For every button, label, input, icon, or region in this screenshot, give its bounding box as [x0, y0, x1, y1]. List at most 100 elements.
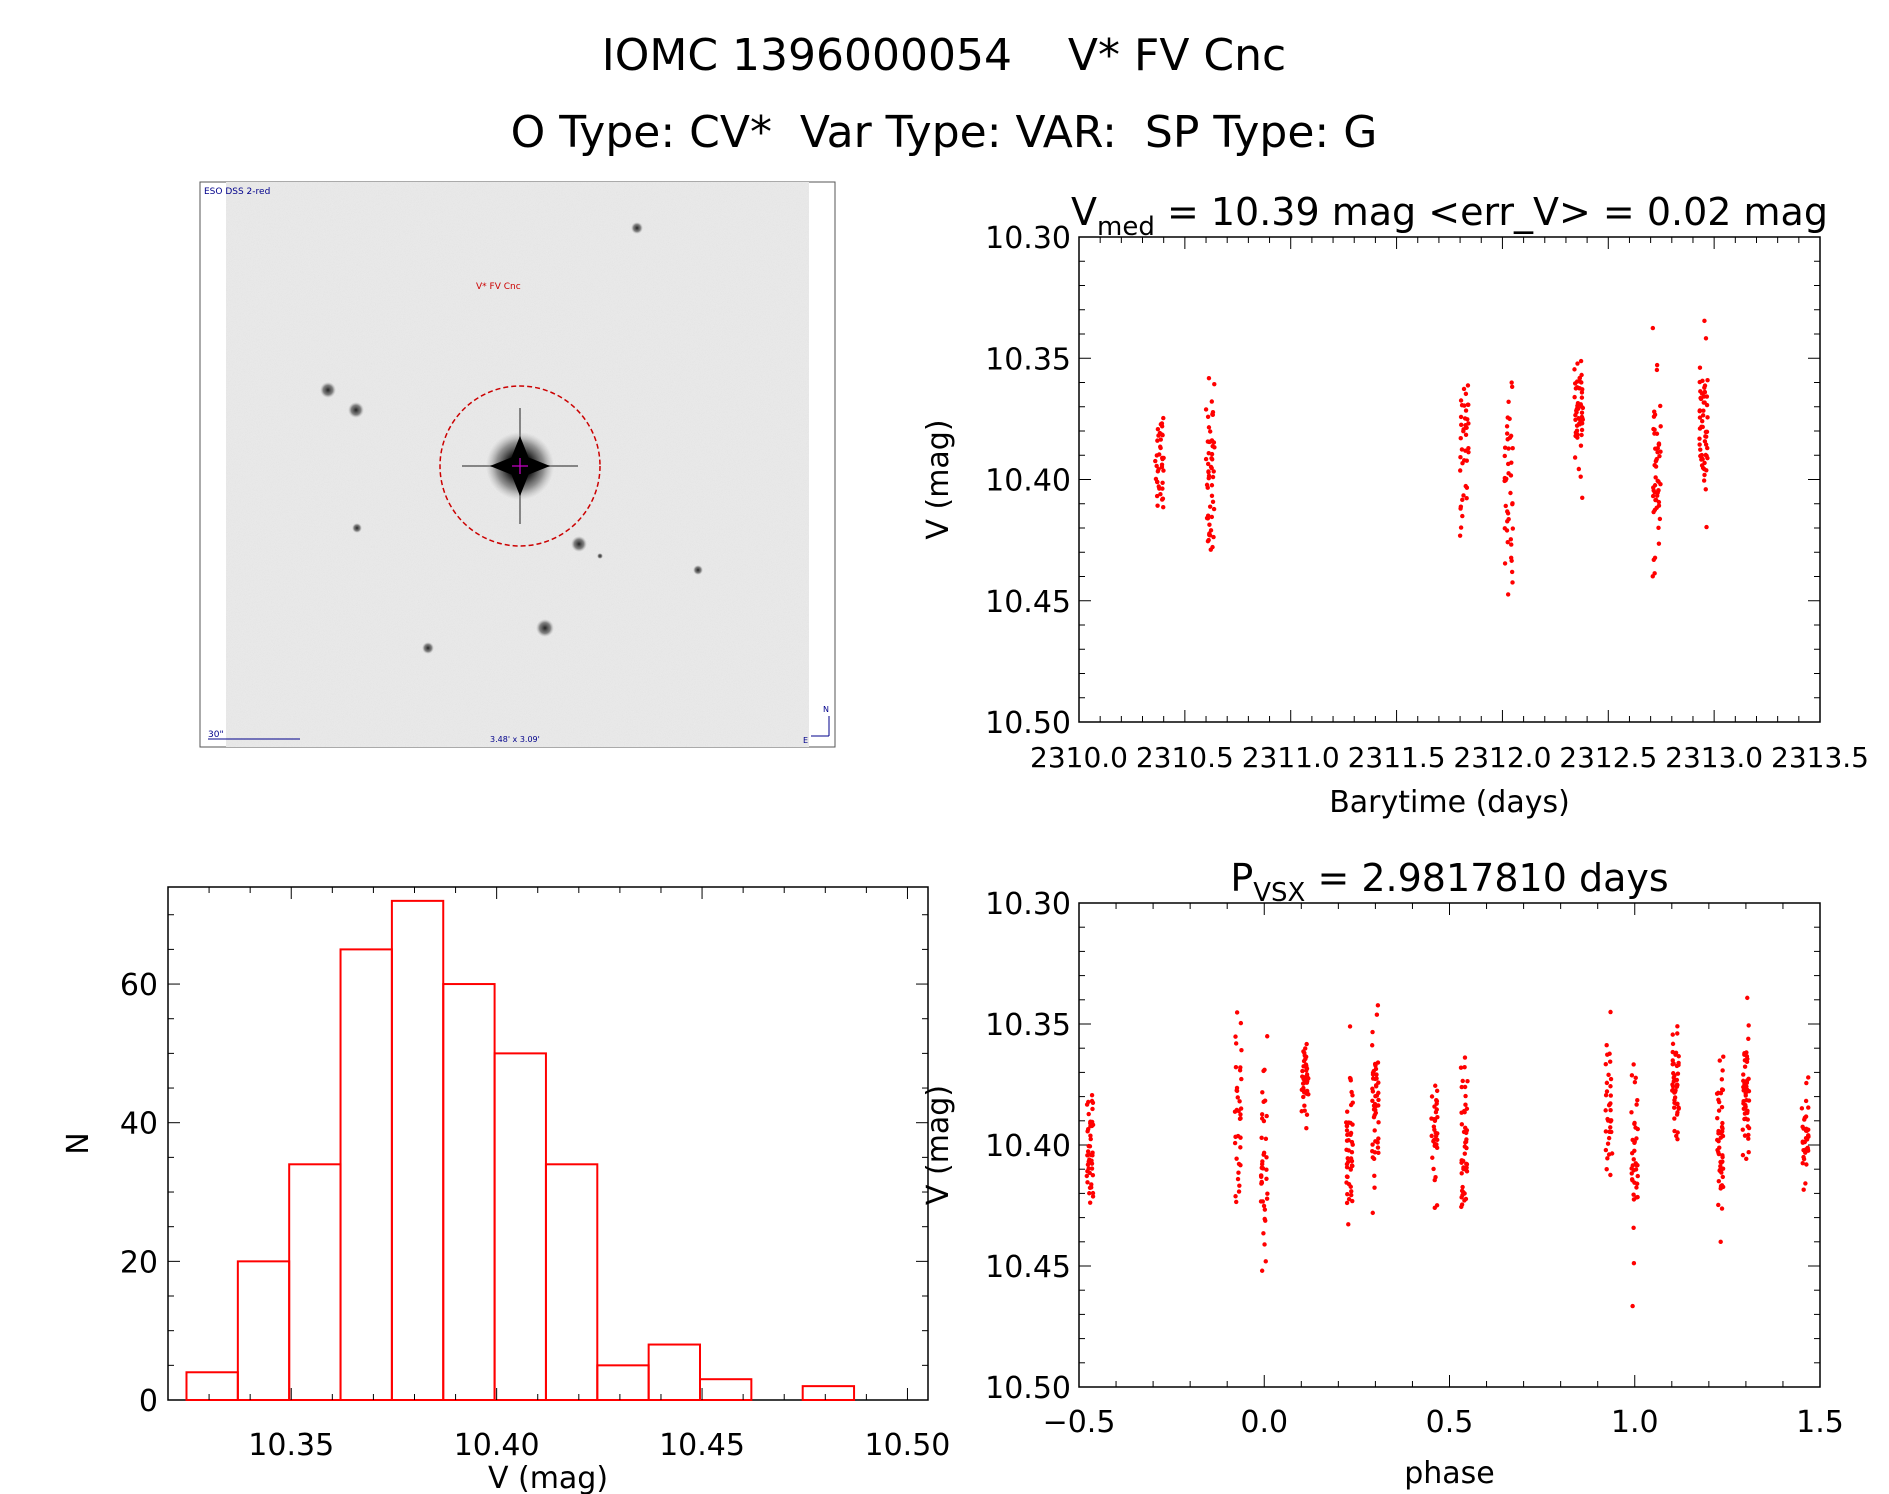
data-point: [1459, 1202, 1465, 1207]
data-point: [1703, 442, 1709, 447]
data-point: [1262, 1098, 1268, 1103]
y-tick-label: 10.35: [985, 1008, 1071, 1043]
data-point: [1372, 1185, 1377, 1190]
data-point: [1304, 1072, 1310, 1077]
data-point: [1263, 1259, 1268, 1264]
data-point: [1206, 425, 1212, 430]
plot-frame: [167, 886, 929, 1401]
data-point: [1459, 1158, 1464, 1163]
data-point: [1344, 1200, 1350, 1206]
x-tick-label: 2313.0: [1665, 741, 1763, 774]
data-point: [1804, 1126, 1809, 1132]
data-point: [1208, 429, 1213, 434]
data-point: [1264, 1155, 1269, 1160]
data-point: [1608, 1107, 1613, 1113]
data-point: [1465, 1079, 1470, 1084]
data-point: [1719, 1077, 1725, 1082]
field-star: [571, 536, 587, 552]
data-point: [1608, 1076, 1614, 1082]
data-point: [1502, 453, 1507, 459]
data-point: [1745, 1124, 1750, 1129]
data-point: [1349, 1189, 1354, 1194]
data-point: [1509, 384, 1515, 389]
data-point: [1086, 1143, 1091, 1149]
data-point: [1236, 1170, 1241, 1175]
x-tick-label: 1.0: [1611, 1405, 1659, 1440]
data-point: [1208, 547, 1213, 552]
data-point: [1697, 436, 1702, 441]
data-point: [1376, 1080, 1381, 1085]
data-point: [1657, 453, 1662, 459]
data-point: [1089, 1161, 1095, 1166]
data-point: [1635, 1173, 1640, 1179]
data-point: [1463, 391, 1469, 397]
data-point: [1205, 414, 1211, 420]
y-tick-label: 60: [120, 968, 158, 1003]
data-point: [1350, 1163, 1355, 1169]
y-axis-label: V (mag): [921, 1085, 956, 1205]
field-star: [536, 619, 554, 637]
data-point: [1158, 422, 1164, 427]
data-point: [1348, 1167, 1353, 1172]
data-point: [1086, 1166, 1091, 1171]
data-point: [1459, 1122, 1465, 1127]
data-point: [1803, 1147, 1809, 1152]
data-point: [1302, 1053, 1307, 1058]
data-point: [1509, 542, 1514, 547]
data-point: [1155, 503, 1160, 508]
data-point: [1603, 1093, 1609, 1098]
data-point: [1631, 1261, 1637, 1266]
data-point: [1799, 1106, 1805, 1111]
data-point: [1632, 1080, 1638, 1085]
data-point: [1232, 1109, 1238, 1114]
data-point: [1237, 1099, 1242, 1104]
data-point: [1233, 1065, 1239, 1070]
data-point: [1089, 1182, 1094, 1187]
data-point: [1703, 336, 1709, 341]
x-tick-label: 10.50: [865, 1428, 951, 1463]
data-point: [1579, 410, 1585, 415]
data-point: [1261, 1068, 1266, 1074]
data-point: [1371, 1107, 1377, 1112]
data-point: [1370, 1098, 1375, 1104]
data-point: [1259, 1161, 1265, 1167]
data-point: [1716, 1108, 1722, 1113]
data-point: [1458, 1065, 1464, 1070]
data-point: [1651, 426, 1656, 432]
data-point: [1608, 1125, 1613, 1130]
data-point: [1720, 1159, 1725, 1164]
target-circle: [439, 385, 601, 547]
data-point: [1461, 493, 1466, 498]
data-point: [1463, 483, 1468, 489]
data-point: [1604, 1089, 1610, 1094]
data-point: [1653, 497, 1658, 503]
data-point: [1211, 534, 1216, 540]
data-point: [1261, 1118, 1267, 1124]
data-point: [1459, 1084, 1464, 1090]
data-point: [1371, 1115, 1377, 1120]
histogram-bar: [288, 1163, 342, 1401]
figure-title: IOMC 1396000054 V* FV Cnc: [602, 30, 1286, 81]
data-point: [1505, 511, 1511, 516]
data-point: [1670, 1041, 1676, 1047]
data-point: [1703, 487, 1708, 492]
data-point: [1206, 469, 1211, 474]
data-point: [1702, 318, 1707, 324]
data-point: [1375, 1003, 1381, 1008]
data-point: [1603, 1147, 1609, 1153]
data-point: [1345, 1156, 1350, 1161]
data-point: [1742, 1064, 1748, 1069]
field-star: [348, 402, 364, 418]
data-point: [1505, 437, 1510, 442]
data-point: [1650, 493, 1656, 499]
data-point: [1205, 539, 1211, 544]
data-point: [1301, 1085, 1306, 1091]
data-point: [1203, 456, 1209, 462]
data-point: [1158, 445, 1163, 451]
data-point: [1741, 1106, 1747, 1112]
data-point: [1233, 1194, 1238, 1199]
field-star: [422, 642, 434, 654]
data-point: [1157, 486, 1162, 491]
data-point: [1509, 569, 1515, 575]
x-tick-label: 10.40: [454, 1428, 540, 1463]
